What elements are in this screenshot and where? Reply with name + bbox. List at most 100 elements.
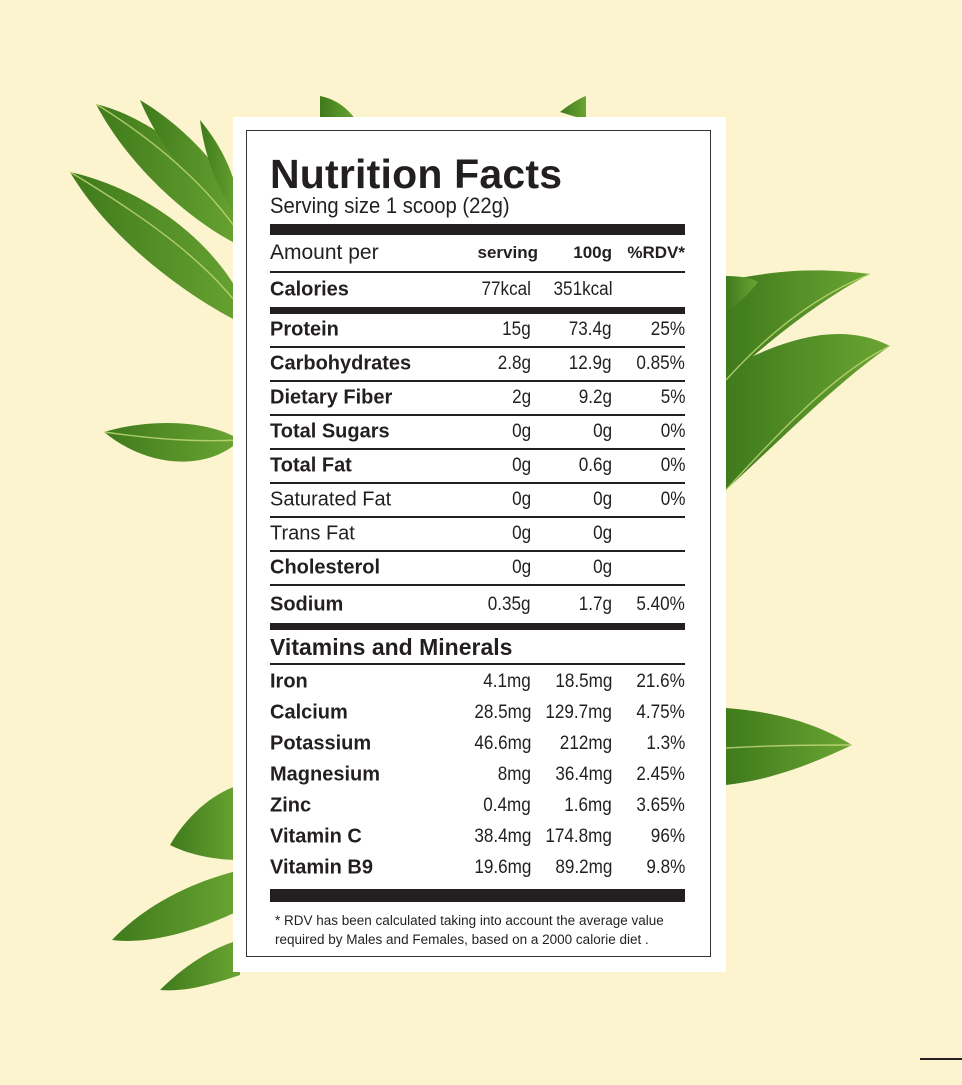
nutrient-name: Dietary Fiber xyxy=(270,386,393,409)
vitamin-list: Iron 4.1mg 18.5mg 21.6% Calcium 28.5mg 129.7mg… xyxy=(270,666,685,883)
page-title: Nutrition Facts xyxy=(270,151,563,197)
value-100g: 174.8mg xyxy=(545,825,612,847)
value-serving: 0.35g xyxy=(488,593,531,615)
nutrient-name: Saturated Fat xyxy=(270,488,392,511)
table-row: Vitamin B9 19.6mg 89.2mg 9.8% xyxy=(270,852,685,883)
value-100g: 129.7mg xyxy=(545,701,612,723)
divider-medium xyxy=(270,307,685,314)
footnote-line: required by Males and Females, based on … xyxy=(275,932,649,947)
table-row: Carbohydrates 2.8g 12.9g 0.85% xyxy=(270,348,685,380)
divider xyxy=(270,584,685,586)
value-serving: 4.1mg xyxy=(483,670,531,692)
value-rdv: 0% xyxy=(660,455,685,476)
nutrient-name: Sodium xyxy=(270,593,344,615)
value-100g: 0.6g xyxy=(578,455,612,476)
value-serving: 28.5mg xyxy=(473,701,531,723)
table-row: Magnesium 8mg 36.4mg 2.45% xyxy=(270,759,685,790)
value-100g: 0g xyxy=(592,421,612,442)
table-row: Saturated Fat 0g 0g 0% xyxy=(270,484,685,516)
value-serving: 0.4mg xyxy=(483,794,531,816)
calories-serving: 77kcal xyxy=(481,279,531,300)
table-row: Sodium 0.35g 1.7g 5.40% xyxy=(270,586,685,623)
nutrient-name: Cholesterol xyxy=(270,556,381,579)
value-rdv: 1.3% xyxy=(646,732,685,754)
divider xyxy=(270,516,685,518)
value-100g: 212mg xyxy=(559,732,612,754)
value-rdv: 5% xyxy=(660,387,685,408)
value-100g: 1.7g xyxy=(578,593,612,615)
table-row: Trans Fat 0g 0g xyxy=(270,518,685,550)
value-serving: 0g xyxy=(511,557,531,578)
table-row: Total Fat 0g 0.6g 0% xyxy=(270,450,685,482)
value-100g: 0g xyxy=(592,523,612,544)
header-label: Amount per xyxy=(270,241,379,264)
footnote: * RDV has been calculated taking into ac… xyxy=(270,911,685,949)
value-serving: 38.4mg xyxy=(473,825,531,847)
corner-line xyxy=(920,1058,962,1060)
value-rdv: 5.40% xyxy=(636,593,685,615)
divider xyxy=(270,663,685,665)
value-serving: 46.6mg xyxy=(473,732,531,754)
value-100g: 36.4mg xyxy=(554,763,612,785)
leaf-icon xyxy=(70,96,586,991)
divider-medium xyxy=(270,623,685,630)
nutrient-name: Zinc xyxy=(270,794,312,816)
table-row: Dietary Fiber 2g 9.2g 5% xyxy=(270,382,685,414)
calories-100g: 351kcal xyxy=(553,279,612,300)
divider xyxy=(270,550,685,552)
table-row: Cholesterol 0g 0g xyxy=(270,552,685,584)
footnote-line: * RDV has been calculated taking into ac… xyxy=(275,913,664,928)
value-serving: 0g xyxy=(511,489,531,510)
value-serving: 19.6mg xyxy=(473,856,531,878)
value-100g: 89.2mg xyxy=(554,856,612,878)
card-border xyxy=(246,130,711,957)
value-rdv: 2.45% xyxy=(636,763,685,785)
value-serving: 2g xyxy=(511,387,531,408)
serving-size: Serving size 1 scoop (22g) xyxy=(270,193,510,218)
nutrient-name: Calcium xyxy=(270,701,348,723)
nutrient-name: Vitamin C xyxy=(270,825,362,847)
table-row: Total Sugars 0g 0g 0% xyxy=(270,416,685,448)
nutrient-name: Iron xyxy=(270,670,308,692)
divider xyxy=(270,448,685,450)
value-100g: 1.6mg xyxy=(564,794,612,816)
nutrition-card xyxy=(233,117,726,972)
nutrient-name: Trans Fat xyxy=(270,522,355,545)
value-rdv: 9.8% xyxy=(646,856,685,878)
nutrient-list: Protein 15g 73.4g 25% Carbohydrates 2.8g 12.9g… xyxy=(270,314,685,623)
value-100g: 73.4g xyxy=(569,319,612,340)
nutrient-name: Vitamin B9 xyxy=(270,856,373,878)
value-100g: 0g xyxy=(592,489,612,510)
table-row: Iron 4.1mg 18.5mg 21.6% xyxy=(270,666,685,697)
value-serving: 0g xyxy=(511,523,531,544)
table-row: Zinc 0.4mg 1.6mg 3.65% xyxy=(270,790,685,821)
nutrient-name: Total Sugars xyxy=(270,420,390,443)
divider xyxy=(270,482,685,484)
value-100g: 18.5mg xyxy=(554,670,612,692)
table-row: Calcium 28.5mg 129.7mg 4.75% xyxy=(270,697,685,728)
value-serving: 0g xyxy=(511,421,531,442)
value-rdv: 0% xyxy=(660,421,685,442)
table-row: Potassium 46.6mg 212mg 1.3% xyxy=(270,728,685,759)
divider xyxy=(270,346,685,348)
value-serving: 0g xyxy=(511,455,531,476)
header-100g: 100g xyxy=(573,243,612,262)
divider-thick xyxy=(270,224,685,235)
table-header: Amount per serving 100g %RDV* xyxy=(270,235,685,271)
nutrient-name: Magnesium xyxy=(270,763,381,785)
value-rdv: 21.6% xyxy=(636,670,685,692)
value-100g: 0g xyxy=(592,557,612,578)
value-serving: 15g xyxy=(502,319,531,340)
value-rdv: 0.85% xyxy=(636,353,685,374)
value-rdv: 3.65% xyxy=(636,794,685,816)
value-100g: 12.9g xyxy=(569,353,612,374)
value-rdv: 96% xyxy=(650,825,685,847)
table-row: Vitamin C 38.4mg 174.8mg 96% xyxy=(270,821,685,852)
nutrient-name: Protein xyxy=(270,318,339,341)
value-rdv: 4.75% xyxy=(636,701,685,723)
header-rdv: %RDV* xyxy=(627,243,685,262)
value-serving: 2.8g xyxy=(497,353,531,374)
vitamins-title: Vitamins and Minerals xyxy=(270,634,513,660)
nutrient-name: Potassium xyxy=(270,732,372,754)
